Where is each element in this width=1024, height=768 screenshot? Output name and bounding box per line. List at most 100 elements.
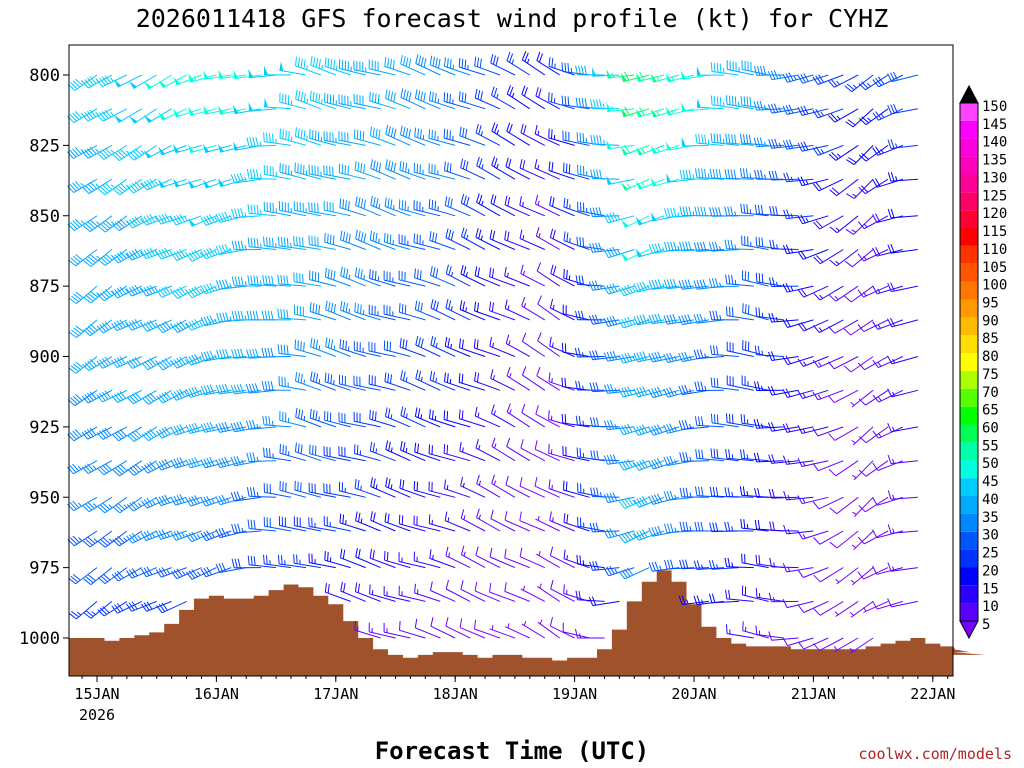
wind-barb [445, 617, 471, 639]
wind-barb [592, 67, 620, 77]
wind-barb [295, 408, 322, 428]
wind-barb [633, 281, 665, 293]
wind-barb [459, 300, 486, 321]
wind-barb [215, 421, 247, 433]
wind-barb [384, 197, 411, 217]
wind-barb [663, 278, 695, 290]
wind-barb [323, 483, 351, 498]
wind-barb [383, 622, 411, 639]
wind-barb [489, 547, 516, 569]
colorbar-tick-label: 55 [982, 438, 999, 454]
wind-barb [725, 589, 754, 602]
wind-barb [384, 550, 411, 569]
wind-barb [797, 457, 829, 467]
colorbar-segment [960, 245, 978, 264]
wind-barb [648, 279, 680, 290]
wind-barb [445, 546, 471, 569]
wind-barb [127, 460, 157, 476]
wind-barb [474, 301, 501, 321]
wind-barb [203, 105, 232, 115]
wind-barb [218, 69, 247, 79]
wind-barb [353, 341, 381, 357]
wind-barb [797, 249, 829, 260]
wind-barb [170, 213, 202, 226]
colorbar-tick-label: 50 [982, 456, 999, 472]
wind-barb [263, 65, 292, 76]
wind-barb [279, 128, 307, 146]
wind-barb [548, 57, 575, 76]
wind-barb [709, 207, 739, 217]
wind-barb [444, 57, 471, 76]
wind-barb [834, 600, 859, 617]
wind-barb [603, 492, 635, 504]
wind-barb [460, 264, 486, 287]
wind-barb [857, 356, 889, 371]
wind-barb [797, 356, 829, 367]
wind-barb [505, 157, 531, 180]
wind-barb [635, 248, 665, 258]
wind-barb [294, 442, 322, 462]
wind-barb [872, 600, 904, 610]
wind-barb [521, 51, 546, 76]
wind-barb [887, 171, 918, 182]
wind-barb [740, 518, 769, 532]
colorbar-tick-label: 110 [982, 242, 1007, 258]
wind-barb [797, 105, 829, 116]
wind-barb [398, 270, 426, 287]
wind-barb [726, 60, 754, 76]
wind-barb [561, 95, 590, 110]
wind-barb [574, 347, 605, 358]
colorbar-segment [960, 120, 978, 139]
wind-barb [399, 160, 426, 180]
wind-barb [111, 389, 143, 403]
wind-barb [354, 161, 381, 180]
wind-barb [828, 426, 859, 441]
colorbar-tick-label: 150 [982, 99, 1007, 115]
wind-barb [263, 236, 292, 250]
wind-barb [536, 51, 560, 76]
wind-barb [663, 423, 695, 434]
wind-barb [829, 249, 859, 267]
wind-barb [520, 439, 546, 462]
wind-barb [156, 600, 187, 614]
wind-barb [504, 230, 530, 250]
wind-barb [768, 170, 799, 181]
wind-barb [413, 480, 441, 498]
wind-barb [445, 264, 471, 287]
wind-barb [263, 132, 292, 146]
wind-barb [430, 617, 456, 639]
wind-barb [68, 285, 98, 304]
wind-barb [340, 230, 366, 250]
wind-barb [474, 88, 501, 110]
wind-barb [504, 511, 531, 532]
wind-barb [887, 282, 919, 293]
wind-barb [128, 74, 157, 90]
colorbar-tick-label: 115 [982, 224, 1007, 240]
wind-barb [81, 426, 113, 440]
wind-barb [126, 178, 157, 194]
wind-barb [620, 178, 650, 191]
wind-barb [858, 108, 889, 126]
wind-barb [741, 585, 769, 602]
wind-barb [506, 122, 531, 146]
wind-barb [171, 285, 202, 299]
wind-barb [521, 366, 546, 391]
wind-barb [368, 374, 396, 391]
wind-barb [519, 477, 546, 498]
wind-barb [385, 125, 411, 146]
wind-barb [112, 530, 143, 547]
colorbar-segment [960, 210, 978, 229]
wind-barb [141, 319, 172, 332]
wind-barb [678, 595, 709, 605]
wind-barb [155, 247, 187, 260]
wind-barb [82, 178, 113, 195]
wind-barb [694, 416, 724, 428]
wind-barb [354, 302, 381, 321]
wind-barb [339, 339, 366, 357]
wind-barb [724, 206, 754, 217]
wind-barb [618, 316, 650, 329]
wind-barb [782, 244, 814, 255]
wind-barb [233, 69, 262, 80]
wind-barb [491, 437, 516, 462]
wind-barb [246, 487, 277, 498]
